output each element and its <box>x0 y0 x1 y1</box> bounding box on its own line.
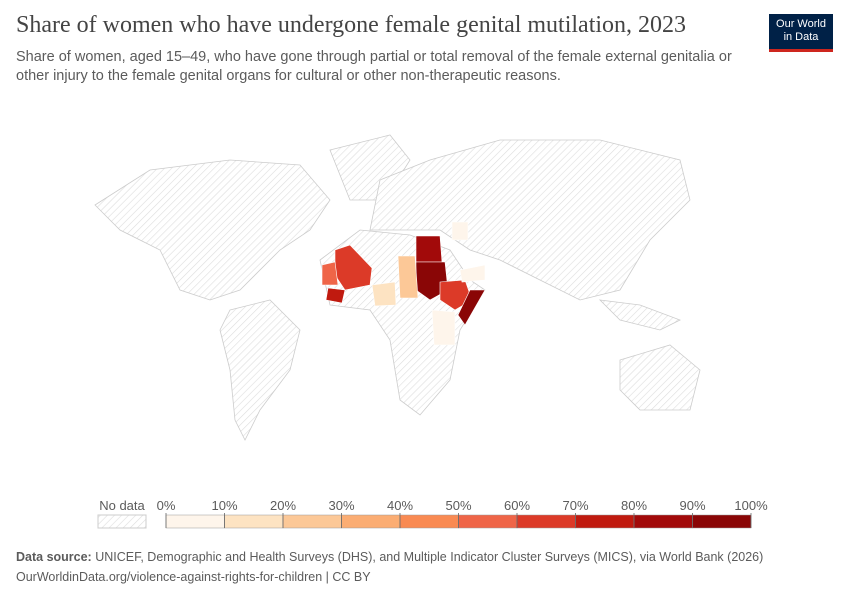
logo[interactable]: Our World in Data <box>769 14 833 52</box>
logo-line: in Data <box>783 31 819 43</box>
logo-line: Our World <box>776 18 826 30</box>
no-data-swatch <box>97 514 147 529</box>
country <box>431 309 456 346</box>
legend-bin <box>458 514 518 529</box>
map: No data 0% 10% 20% 30% 40% 50% 60% 70% 80% 90% 100… <box>94 134 768 529</box>
australia <box>619 344 701 411</box>
legend-bin <box>165 514 225 529</box>
north-america <box>94 159 331 301</box>
legend-bin <box>224 514 284 529</box>
southeast-asia <box>598 299 681 331</box>
legend-tick-label: 50% <box>445 498 471 513</box>
legend-bin <box>282 514 342 529</box>
title: Share of women who have undergone female… <box>16 12 687 38</box>
source-label: Data source: <box>16 550 92 564</box>
south-america <box>219 299 301 441</box>
legend-tick-label: 20% <box>270 498 296 513</box>
country <box>325 287 346 304</box>
country <box>321 261 339 286</box>
country <box>415 235 443 263</box>
country <box>451 221 469 241</box>
legend: No data 0% 10% 20% 30% 40% 50% 60% 70% 80% 90% 100… <box>97 498 768 529</box>
legend-tick-label: 30% <box>328 498 354 513</box>
country <box>397 255 419 299</box>
source-line: Data source: UNICEF, Demographic and Hea… <box>16 547 763 567</box>
legend-bin <box>692 514 752 529</box>
source: UNICEF, Demographic and Health Surveys (… <box>95 550 764 564</box>
legend-tick-label: 60% <box>504 498 530 513</box>
legend-tick-label: 80% <box>621 498 647 513</box>
legend-bin <box>341 514 401 529</box>
legend-tick-label: 0% <box>157 498 176 513</box>
land <box>94 134 701 441</box>
countries <box>321 221 486 346</box>
url: OurWorldinData.org/violence-against-righ… <box>16 570 371 584</box>
legend-bin <box>516 514 576 529</box>
no-data-label: No data <box>99 498 145 513</box>
legend-tick-label: 90% <box>679 498 705 513</box>
country <box>371 281 397 307</box>
legend-tick-label: 70% <box>562 498 588 513</box>
legend-bin <box>633 514 693 529</box>
legend-bin <box>575 514 635 529</box>
footer: Data source: UNICEF, Demographic and Hea… <box>16 547 763 587</box>
legend-bin <box>399 514 459 529</box>
subtitle: Share of women, aged 15–49, who have gon… <box>16 49 732 84</box>
legend-tick-label: 10% <box>211 498 237 513</box>
legend-tick-label: 40% <box>387 498 413 513</box>
country <box>457 289 486 326</box>
country <box>459 264 486 283</box>
legend-tick-label: 100% <box>734 498 768 513</box>
